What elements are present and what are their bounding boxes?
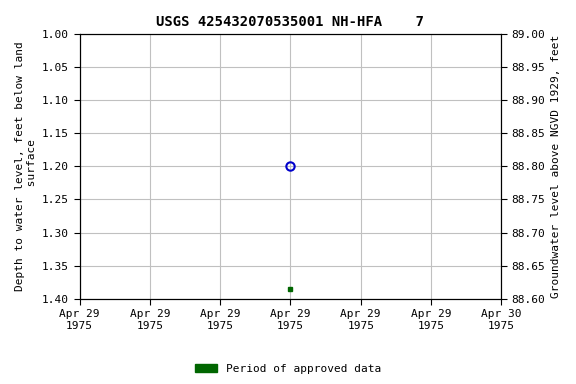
Y-axis label: Depth to water level, feet below land
 surface: Depth to water level, feet below land su… [15,41,37,291]
Title: USGS 425432070535001 NH-HFA    7: USGS 425432070535001 NH-HFA 7 [157,15,425,29]
Legend: Period of approved data: Period of approved data [191,359,385,379]
Y-axis label: Groundwater level above NGVD 1929, feet: Groundwater level above NGVD 1929, feet [551,35,561,298]
